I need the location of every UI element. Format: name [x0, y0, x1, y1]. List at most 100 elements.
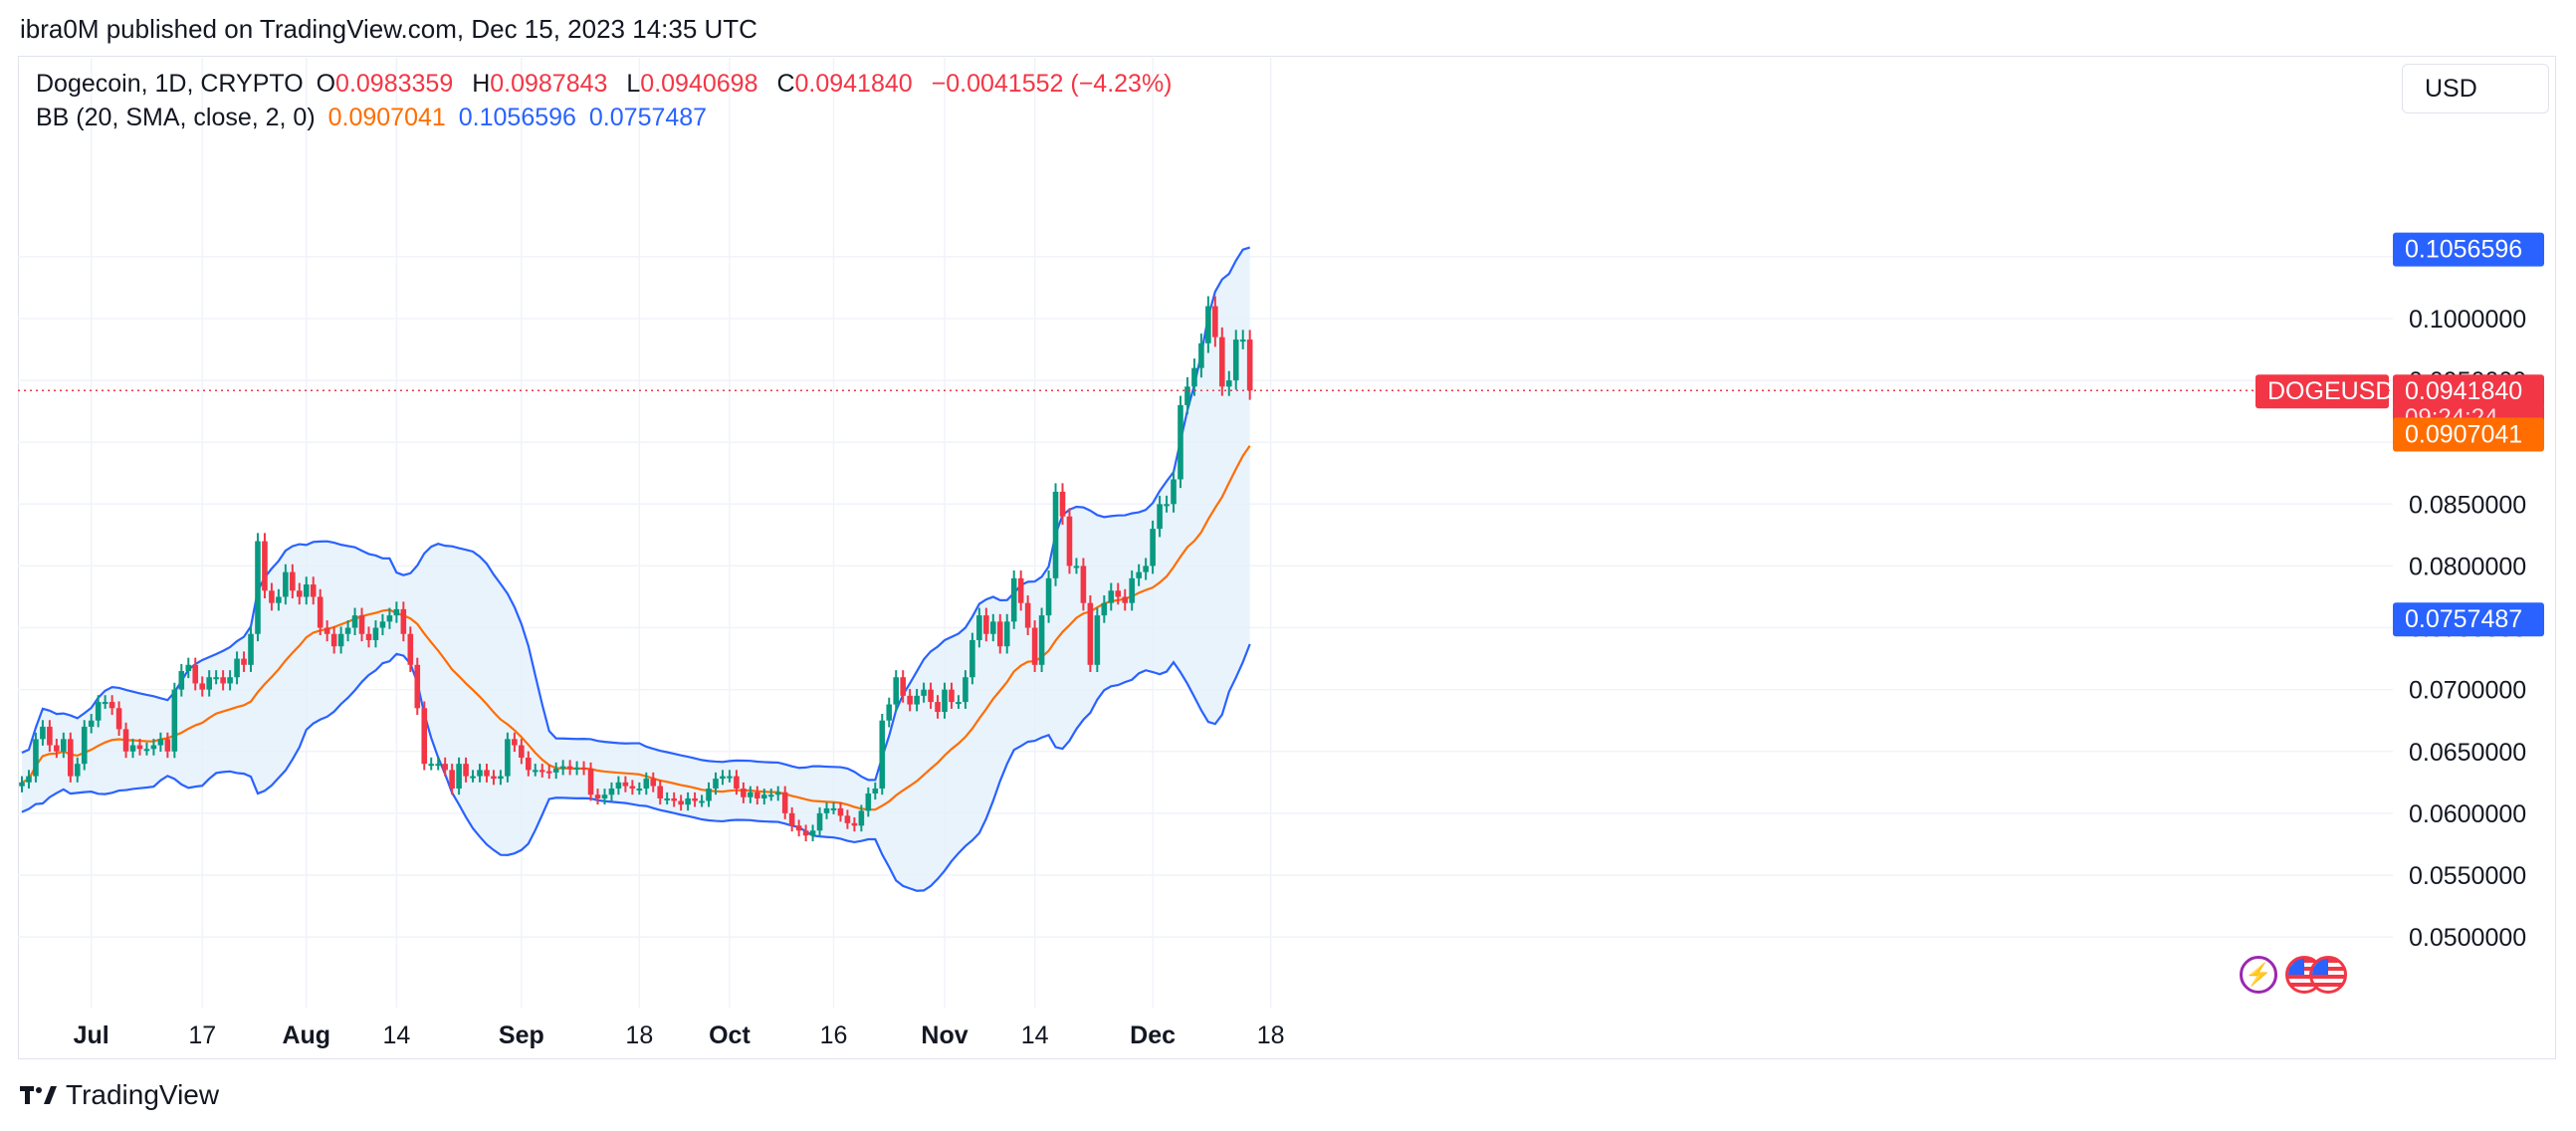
- us-flag-icon[interactable]: [2309, 956, 2347, 994]
- candle: [171, 682, 178, 759]
- candle: [678, 794, 684, 811]
- candle-body: [498, 776, 504, 780]
- candle-body: [1024, 602, 1031, 628]
- open-value: 0.0983359: [335, 70, 454, 98]
- candle-body: [400, 608, 407, 634]
- candle-body: [956, 702, 962, 705]
- candle-body: [727, 776, 733, 779]
- candle-body: [914, 695, 920, 705]
- candle-body: [323, 627, 330, 634]
- candle: [227, 670, 233, 691]
- candle-body: [844, 815, 851, 823]
- candle: [573, 761, 580, 776]
- candle: [650, 772, 657, 792]
- candle: [928, 682, 934, 709]
- candle: [823, 801, 830, 819]
- candle-body: [1191, 367, 1197, 387]
- last-price-tag-bg: [2393, 374, 2544, 409]
- candle: [1129, 569, 1135, 611]
- candle: [449, 764, 455, 795]
- y-tick-label: 0.0500000: [2409, 924, 2526, 952]
- candle-body: [949, 689, 955, 703]
- candle-body: [206, 677, 212, 690]
- currency-button[interactable]: USD: [2402, 64, 2549, 113]
- candle: [61, 732, 67, 759]
- candle-body: [1136, 571, 1142, 578]
- candle: [706, 782, 712, 807]
- candle-body: [1225, 380, 1232, 387]
- candle-body: [538, 770, 545, 773]
- candle: [102, 695, 108, 709]
- candle: [1198, 334, 1204, 378]
- candle-body: [713, 779, 719, 790]
- candle-body: [942, 689, 948, 713]
- candle-body: [559, 766, 566, 770]
- upper-band-price-tag-text: 0.1056596: [2405, 236, 2522, 264]
- candle: [963, 670, 968, 709]
- candle-body: [1129, 577, 1135, 603]
- candle-body: [893, 677, 900, 705]
- candle-body: [248, 633, 254, 665]
- candle-body: [1143, 566, 1149, 572]
- candle-body: [921, 689, 927, 696]
- candle: [241, 651, 247, 672]
- candle-body: [276, 596, 282, 603]
- candle-body: [241, 658, 247, 665]
- candle: [699, 794, 705, 807]
- candle: [741, 782, 747, 803]
- candle-body: [102, 702, 108, 705]
- candle-body: [643, 779, 650, 790]
- candle: [976, 607, 982, 648]
- lower-band-price-tag-text: 0.0757487: [2405, 605, 2522, 633]
- candle-body: [1059, 491, 1066, 517]
- x-tick-label: Aug: [282, 1021, 330, 1049]
- x-tick-label: Nov: [921, 1021, 967, 1049]
- candle: [108, 695, 115, 716]
- candle-body: [657, 786, 664, 798]
- candle: [594, 789, 601, 805]
- candle-body: [741, 789, 747, 797]
- candle-body: [587, 769, 594, 795]
- candle-body: [505, 739, 511, 777]
- lightning-icon[interactable]: ⚡: [2240, 956, 2277, 994]
- candle-body: [900, 677, 906, 696]
- symbol-label[interactable]: Dogecoin, 1D, CRYPTO: [36, 70, 304, 98]
- bb-band-fill: [22, 247, 1250, 891]
- candle: [456, 757, 462, 795]
- candle-body: [1219, 337, 1225, 387]
- candle-body: [407, 633, 414, 665]
- candle: [788, 806, 795, 832]
- candle-body: [886, 704, 893, 721]
- candle: [802, 824, 809, 842]
- candle-body: [185, 664, 192, 672]
- candle: [192, 657, 199, 691]
- candle: [935, 695, 941, 719]
- candle: [629, 780, 636, 795]
- candle-body: [19, 782, 25, 787]
- candle: [754, 786, 760, 805]
- x-tick-label: 14: [1021, 1021, 1049, 1049]
- candles: [19, 296, 1253, 842]
- candle: [81, 720, 88, 771]
- candle: [865, 787, 872, 817]
- candle: [657, 780, 664, 805]
- candle: [1101, 595, 1108, 623]
- candle: [344, 620, 351, 642]
- candle-body: [108, 702, 115, 709]
- candle-body: [664, 797, 671, 800]
- candle-body: [1017, 577, 1024, 603]
- candle-body: [1198, 342, 1204, 368]
- candle-body: [692, 797, 698, 801]
- candle: [255, 533, 261, 642]
- candle-body: [573, 767, 580, 770]
- candle-body: [344, 627, 351, 634]
- basis-price-tag-text: 0.0907041: [2405, 420, 2522, 448]
- candle-body: [809, 830, 816, 836]
- candle-body: [157, 739, 164, 746]
- candle: [477, 764, 483, 783]
- symbol-price-tag-text: DOGEUSD: [2267, 377, 2393, 405]
- bb-label[interactable]: BB (20, SMA, close, 2, 0): [36, 104, 316, 131]
- candle-body: [879, 720, 886, 790]
- x-tick-label: 18: [625, 1021, 653, 1049]
